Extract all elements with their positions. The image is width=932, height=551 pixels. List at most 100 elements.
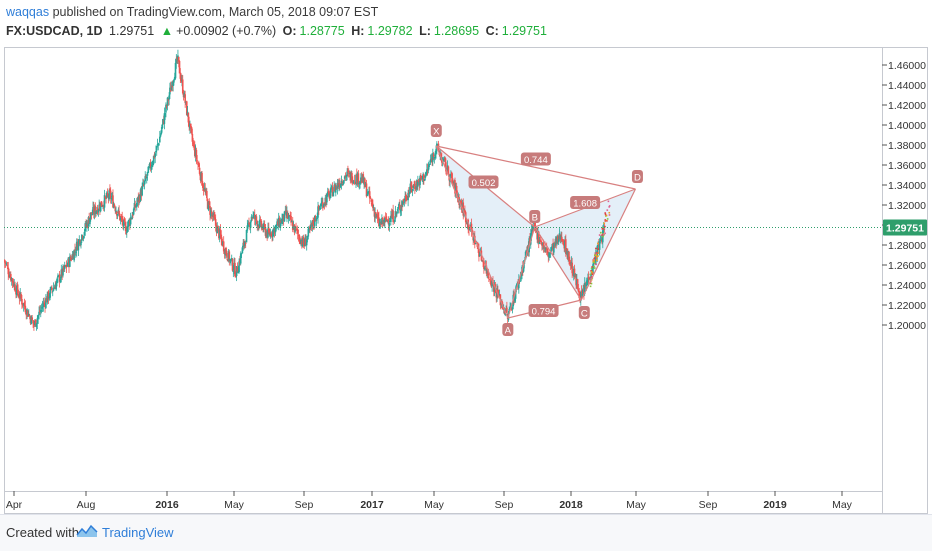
candle-body	[251, 217, 254, 219]
leg-xd[interactable]	[436, 145, 636, 190]
projection-dot	[595, 252, 597, 255]
candle-body	[18, 296, 21, 299]
candle-body	[121, 217, 123, 222]
leg-bc[interactable]	[534, 226, 582, 301]
candle-body	[311, 220, 314, 227]
candle-body	[160, 130, 163, 134]
candle-body	[263, 223, 266, 228]
candle-body	[295, 226, 297, 229]
tradingview-logo-icon[interactable]	[76, 523, 98, 539]
candle-body	[270, 233, 273, 237]
candle-body	[565, 239, 567, 254]
candle-body	[215, 224, 218, 233]
candle-body	[184, 94, 186, 103]
projection-dot	[590, 270, 592, 272]
candle-body	[74, 249, 76, 251]
candle-body	[293, 224, 296, 233]
candle-body	[583, 283, 586, 294]
ratio-label-b-d-text: 1.608	[573, 199, 597, 210]
symbol-info-bar: FX:USDCAD, 1D 1.29751 ▲ +0.00902 (+0.7%) …	[6, 24, 550, 38]
projection-dot	[603, 222, 606, 225]
price-tick-label: 1.20000	[888, 320, 926, 332]
tradingview-brand-link[interactable]: TradingView	[102, 525, 174, 540]
candle-body	[183, 92, 186, 98]
symbol-label[interactable]: FX:USDCAD, 1D	[6, 24, 103, 38]
low-label: L:	[419, 24, 431, 38]
candle-body	[336, 183, 339, 189]
candle-body	[230, 258, 233, 261]
candle-body	[478, 249, 480, 257]
candle-body	[269, 232, 272, 237]
candle-body	[451, 178, 454, 184]
leg-ab[interactable]	[507, 226, 536, 319]
ratio-label-x-b: 0.502	[468, 175, 499, 189]
projection-dot	[597, 252, 600, 255]
candle-body	[354, 182, 356, 184]
candle-body	[38, 311, 40, 316]
time-tick-label: 2018	[559, 499, 583, 511]
candle-body	[259, 219, 262, 221]
candle-body	[58, 274, 61, 282]
point-label-c: C	[578, 306, 590, 320]
candle-body	[542, 242, 545, 249]
candle-body	[22, 303, 25, 306]
candle-body	[220, 234, 223, 240]
candle-body	[43, 302, 45, 304]
candle-body	[594, 252, 597, 265]
candle-body	[434, 152, 436, 159]
candle-body	[201, 172, 203, 186]
candle-body	[70, 259, 73, 261]
candle-body	[294, 226, 297, 232]
candle-body	[198, 167, 201, 174]
candle-body	[365, 183, 368, 197]
time-tick-label: May	[832, 499, 853, 511]
time-tick-label: Aug	[77, 499, 96, 511]
candle-body	[557, 238, 560, 243]
candle-body	[360, 177, 362, 183]
candle-body	[303, 243, 306, 247]
projection-dot	[608, 205, 611, 207]
candle-body	[234, 262, 236, 277]
candle-body	[461, 203, 464, 211]
candle-body	[135, 202, 138, 207]
candle-body	[317, 206, 319, 218]
point-label-c-bg	[578, 306, 590, 319]
candle-body	[508, 308, 511, 313]
candle-body	[185, 101, 188, 116]
candle-body	[278, 218, 281, 228]
candle-body	[324, 197, 327, 206]
projection-dot	[601, 227, 604, 230]
chart-border	[4, 47, 928, 514]
close-value: 1.29751	[501, 24, 547, 38]
author-link[interactable]: waqqas	[6, 5, 50, 19]
candle-body	[322, 202, 324, 209]
projection-dot	[593, 267, 596, 269]
candle-body	[248, 222, 250, 224]
candle-body	[363, 178, 365, 185]
candle-body	[166, 97, 169, 106]
candle-body	[409, 183, 412, 193]
candle-body	[334, 184, 336, 192]
candle-body	[81, 234, 83, 241]
candle-body	[598, 241, 601, 250]
candle-body	[356, 173, 359, 185]
candle-body	[127, 220, 130, 227]
candle-body	[195, 149, 198, 160]
candle-body	[155, 146, 158, 151]
leg-cd[interactable]	[580, 188, 636, 301]
leg-xa[interactable]	[435, 145, 509, 319]
candle-body	[423, 179, 426, 181]
candle-body	[243, 241, 245, 246]
time-axis[interactable]: Apr Aug 2016 May Sep 2017 May Sep 2018 May Sep 2019…	[6, 491, 853, 511]
candle-body	[485, 265, 488, 274]
candle-body	[189, 123, 192, 128]
candle-body	[323, 203, 326, 205]
published-text: published on TradingView.com, March 05, …	[49, 5, 379, 19]
candle-body	[132, 208, 135, 215]
candle-body	[347, 170, 349, 172]
candle-body	[210, 211, 213, 214]
candle-body	[271, 234, 273, 236]
candle-body	[344, 175, 347, 178]
price-chart[interactable]: 1.46000 1.44000 1.42000 1.40000 1.38000 1.360…	[4, 47, 928, 514]
candle-body	[255, 216, 258, 221]
